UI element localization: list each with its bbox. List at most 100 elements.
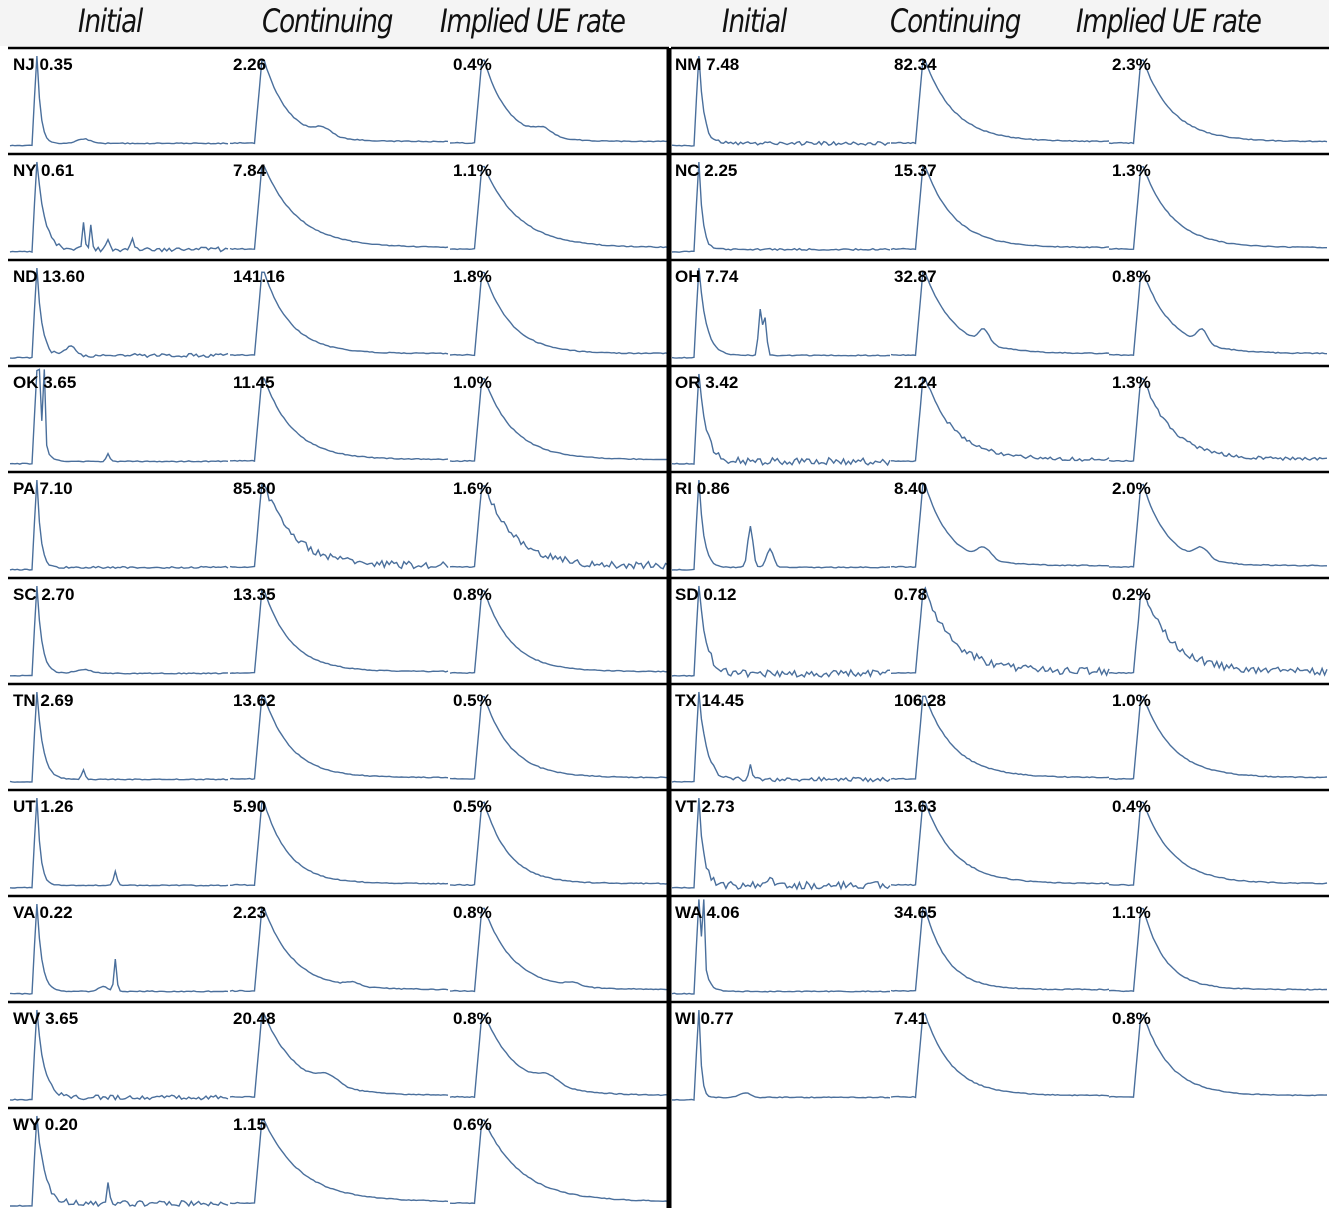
series-line-initial — [671, 797, 891, 891]
series-line-initial — [671, 479, 891, 571]
value-label-rate: 0.2% — [1112, 585, 1151, 604]
series-line-initial — [9, 903, 229, 995]
series-line-rate — [449, 378, 669, 463]
series-line-initial — [671, 1009, 891, 1101]
series-line-rate — [1108, 589, 1328, 677]
value-label-rate: 0.4% — [1112, 797, 1151, 816]
series-line-initial — [9, 479, 229, 571]
panel-sc: SC 2.70 13.35 0.8% — [8, 576, 669, 677]
series-line-continuing — [890, 695, 1110, 781]
panel-wv: WV 3.65 20.48 0.8% — [8, 1000, 669, 1101]
series-line-continuing — [890, 483, 1110, 569]
value-label-initial: WI 0.77 — [675, 1009, 734, 1028]
series-line-continuing — [230, 378, 449, 462]
series-line-rate — [449, 59, 669, 145]
value-label-initial: UT 1.26 — [13, 797, 73, 816]
value-label-rate: 1.8% — [453, 267, 492, 286]
value-label-rate: 1.6% — [453, 479, 492, 498]
column-header-bar: Initial Continuing Implied UE rate Initi… — [0, 0, 1329, 46]
value-label-continuing: 8.40 — [894, 479, 927, 498]
value-label-initial: PA 7.10 — [13, 479, 73, 498]
value-label-rate: 1.0% — [1112, 691, 1151, 710]
series-line-rate — [1108, 376, 1328, 463]
value-label-initial: SC 2.70 — [13, 585, 74, 604]
value-label-continuing: 11.45 — [233, 373, 275, 392]
value-label-continuing: 13.62 — [233, 691, 276, 710]
series-line-rate — [449, 907, 669, 993]
series-line-continuing — [229, 802, 449, 887]
value-label-continuing: 0.78 — [894, 585, 927, 604]
panel-vt: VT 2.73 13.63 0.4% — [671, 788, 1329, 891]
panel-or: OR 3.42 21.24 1.3% — [671, 364, 1329, 467]
value-label-continuing: 21.24 — [894, 373, 937, 392]
value-label-rate: 1.3% — [1112, 161, 1151, 180]
panel-oh: OH 7.74 32.87 0.8% — [671, 258, 1329, 359]
value-label-rate: 0.8% — [1112, 267, 1151, 286]
series-line-initial — [671, 267, 891, 359]
series-line-initial — [10, 585, 229, 677]
value-label-initial: VT 2.73 — [675, 797, 735, 816]
value-label-continuing: 7.41 — [894, 1009, 927, 1028]
panel-tn: TN 2.69 13.62 0.5% — [8, 682, 669, 783]
value-label-continuing: 141.16 — [233, 267, 285, 286]
panel-va: VA 0.22 2.23 0.8% — [8, 894, 669, 995]
header-ue-rate-left: Implied UE rate — [440, 2, 626, 40]
header-ue-rate-right: Implied UE rate — [1076, 2, 1262, 40]
series-line-initial — [10, 1115, 229, 1208]
series-line-initial — [671, 691, 891, 783]
series-line-continuing — [229, 271, 449, 357]
series-line-initial — [671, 161, 891, 253]
series-line-initial — [9, 691, 229, 783]
series-line-initial — [9, 161, 229, 254]
header-initial-left: Initial — [78, 2, 143, 40]
value-label-initial: VA 0.22 — [13, 903, 73, 922]
series-line-initial — [671, 899, 890, 995]
panel-ny: NY 0.61 7.84 1.1% — [8, 152, 669, 254]
series-line-continuing — [890, 586, 1110, 677]
value-label-rate: 0.6% — [453, 1115, 492, 1134]
value-label-continuing: 34.65 — [894, 903, 937, 922]
series-line-initial — [9, 267, 229, 359]
panel-tx: TX 14.45 106.28 1.0% — [671, 682, 1329, 783]
value-label-initial: OR 3.42 — [675, 373, 738, 392]
panel-ut: UT 1.26 5.90 0.5% — [8, 788, 669, 889]
value-label-rate: 0.4% — [453, 55, 492, 74]
value-label-continuing: 82.34 — [894, 55, 937, 74]
series-line-rate — [449, 801, 669, 887]
value-label-initial: OH 7.74 — [675, 267, 739, 286]
series-line-continuing — [890, 907, 1110, 993]
value-label-initial: NM 7.48 — [675, 55, 739, 74]
series-line-continuing — [229, 165, 449, 251]
header-continuing-left: Continuing — [262, 2, 393, 40]
series-line-continuing — [890, 271, 1110, 357]
value-label-initial: NC 2.25 — [675, 161, 737, 180]
series-line-rate — [1108, 271, 1328, 357]
value-label-initial: NY 0.61 — [13, 161, 74, 180]
series-line-continuing — [229, 696, 449, 781]
panel-nm: NM 7.48 82.34 2.3% — [671, 46, 1329, 147]
series-line-continuing — [891, 60, 1110, 145]
value-label-initial: NJ 0.35 — [13, 55, 73, 74]
series-line-rate — [1108, 907, 1328, 993]
value-label-rate: 1.0% — [453, 373, 492, 392]
series-line-rate — [449, 589, 669, 675]
value-label-initial: ND 13.60 — [13, 267, 85, 286]
value-label-initial: TN 2.69 — [13, 691, 73, 710]
series-line-rate — [449, 1013, 669, 1099]
panel-nj: NJ 0.35 2.26 0.4% — [8, 46, 669, 147]
series-line-initial — [9, 1009, 229, 1101]
panel-wa: WA 4.06 34.65 1.1% — [671, 894, 1329, 995]
series-line-rate — [449, 1119, 669, 1205]
value-label-continuing: 15.37 — [894, 161, 937, 180]
value-label-initial: SD 0.12 — [675, 585, 736, 604]
series-line-rate — [449, 695, 669, 780]
panel-nc: NC 2.25 15.37 1.3% — [671, 152, 1329, 253]
value-label-rate: 0.8% — [453, 1009, 492, 1028]
series-line-initial — [9, 55, 229, 147]
value-label-continuing: 32.87 — [894, 267, 937, 286]
series-line-rate — [1108, 165, 1327, 251]
series-line-initial — [671, 55, 891, 147]
panel-nd: ND 13.60 141.16 1.8% — [8, 258, 669, 359]
value-label-rate: 2.0% — [1112, 479, 1151, 498]
